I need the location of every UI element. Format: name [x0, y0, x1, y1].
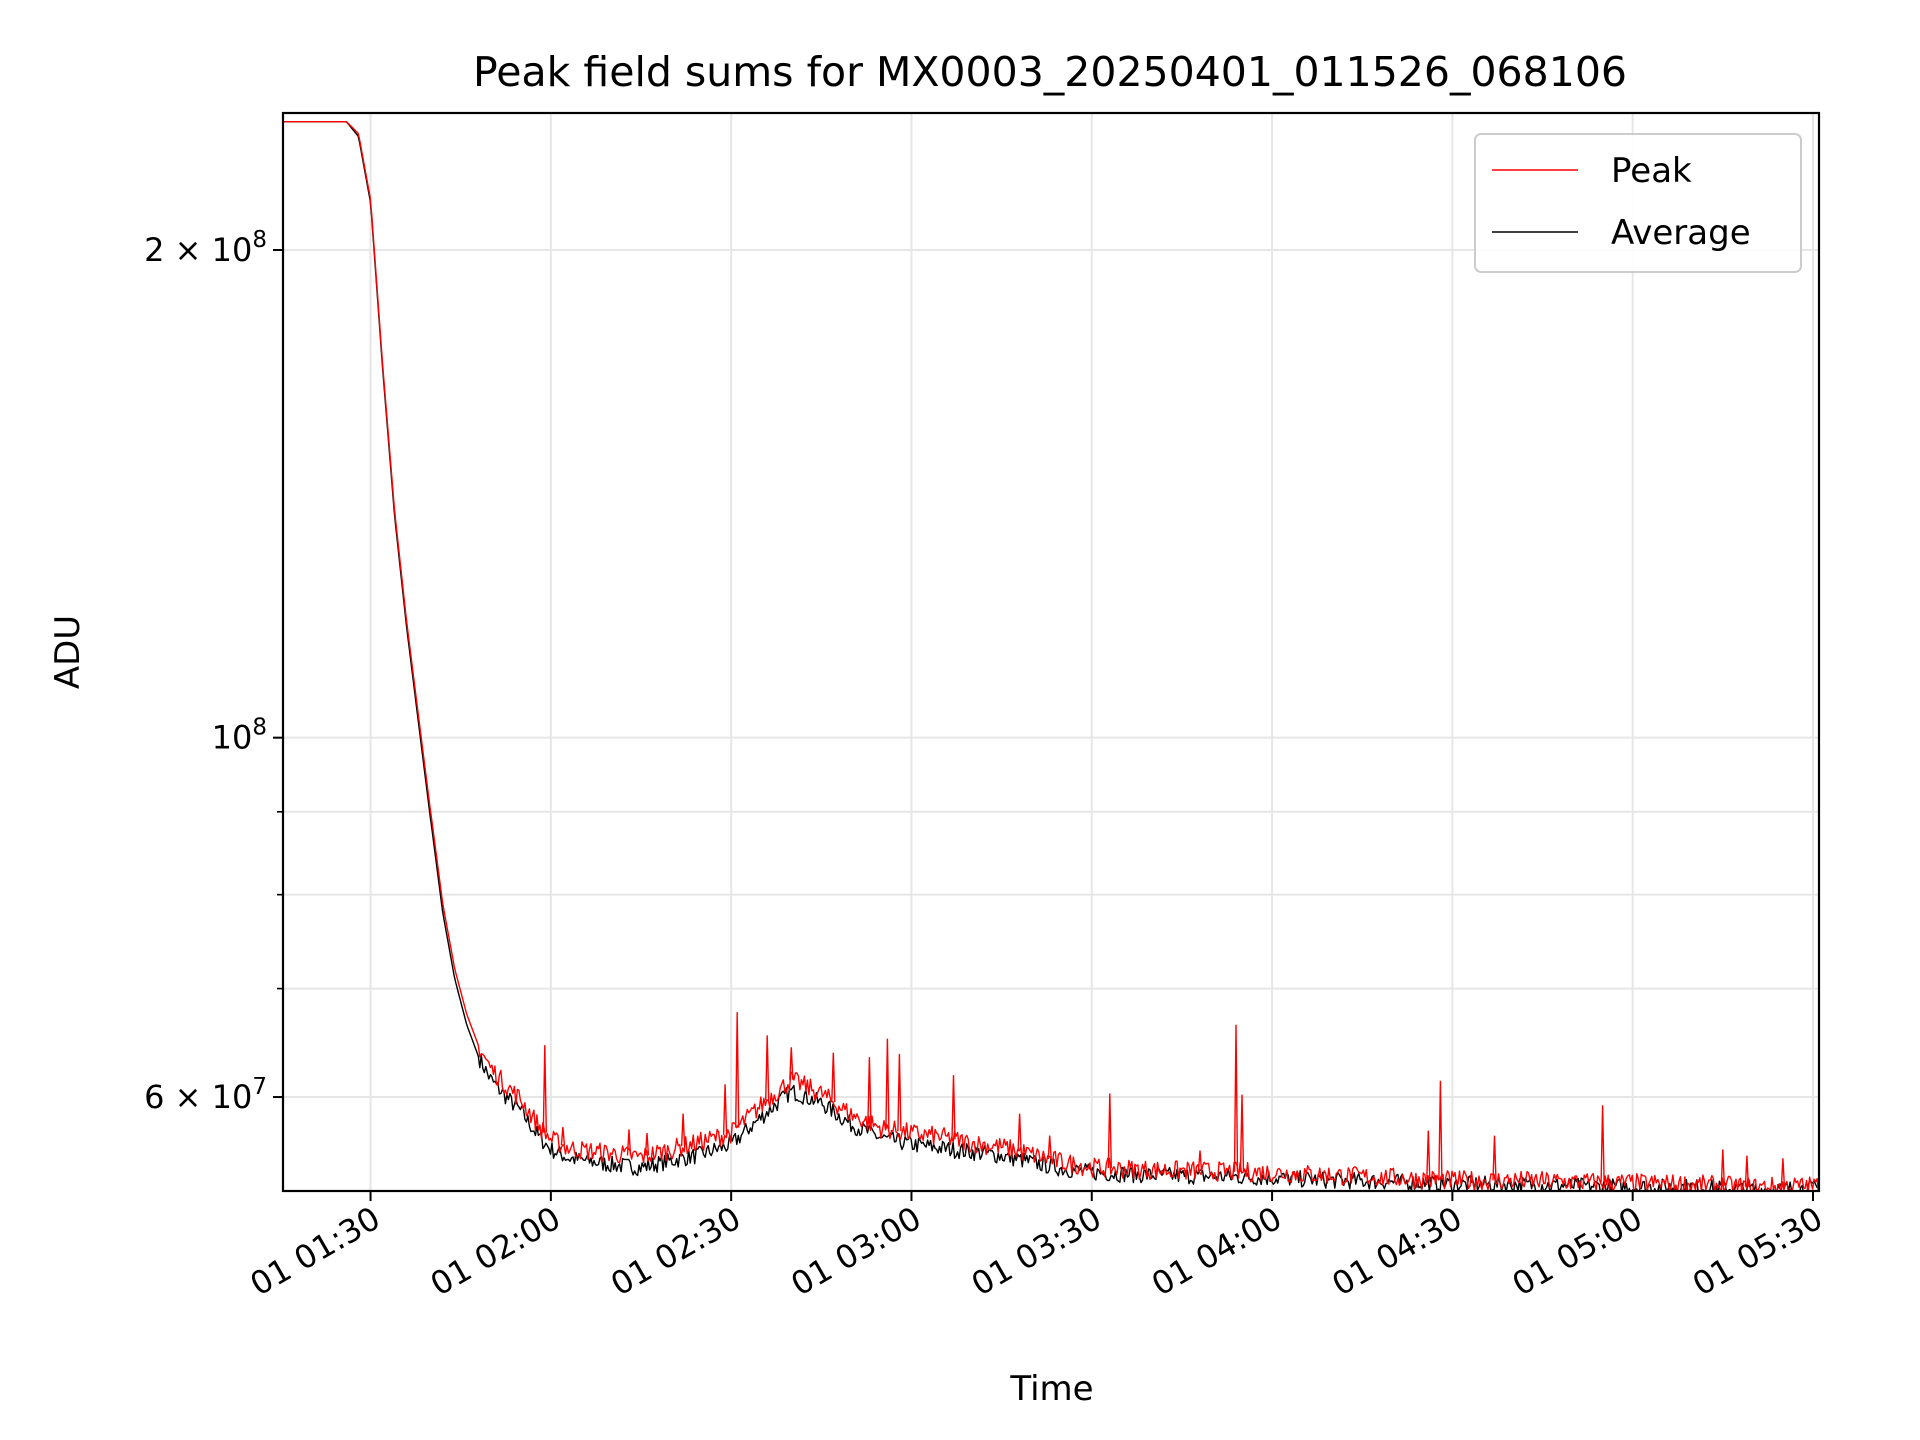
peak-spike — [542, 1045, 547, 1133]
y-axis-ticks: 6 × 107 108 2 × 108 — [144, 227, 283, 1116]
peak-spike — [680, 1113, 686, 1147]
peak-spike — [626, 1129, 632, 1156]
peak-spike — [885, 1038, 890, 1130]
legend-label-average: Average — [1611, 213, 1751, 253]
peak-spike — [1720, 1149, 1725, 1186]
peak-spike — [722, 1084, 728, 1135]
peak-spike — [1107, 1093, 1112, 1169]
peak-spike — [897, 1053, 902, 1132]
peak-spike — [1233, 1024, 1239, 1172]
peak-spike — [560, 1126, 566, 1146]
chart-title: Peak field sums for MX0003_20250401_0115… — [473, 48, 1627, 96]
x-axis-label: Time — [1009, 1369, 1093, 1409]
peak-spike — [951, 1075, 956, 1140]
y-axis-label: ADU — [48, 615, 88, 689]
peak-spike — [1744, 1155, 1750, 1187]
y-tick-label: 2 × 108 — [144, 227, 267, 269]
legend: Peak Average — [1474, 133, 1802, 273]
peak-spike — [1197, 1150, 1203, 1171]
peak-spike — [867, 1057, 872, 1123]
y-tick-label: 108 — [212, 715, 267, 757]
series-lines — [283, 121, 1819, 1191]
peak-spike — [1239, 1094, 1245, 1172]
peak-spike — [1438, 1080, 1443, 1180]
legend-label-peak: Peak — [1611, 151, 1692, 191]
peak-spike — [765, 1035, 770, 1101]
legend-box — [1474, 133, 1802, 273]
peak-spike — [1780, 1158, 1786, 1187]
peak-spike — [1492, 1135, 1497, 1181]
peak-spike — [735, 1012, 740, 1128]
plot-frame — [281, 111, 1821, 1193]
peak-spike — [644, 1133, 650, 1156]
y-tick-label: 6 × 107 — [144, 1074, 267, 1116]
peak-spike — [1047, 1135, 1052, 1160]
peak-spike — [1600, 1105, 1605, 1183]
grid — [283, 113, 1819, 1191]
peak-spike — [789, 1047, 794, 1080]
peak-spike — [1426, 1130, 1431, 1180]
peak-spike — [831, 1052, 836, 1103]
peak-spike — [1017, 1113, 1022, 1152]
